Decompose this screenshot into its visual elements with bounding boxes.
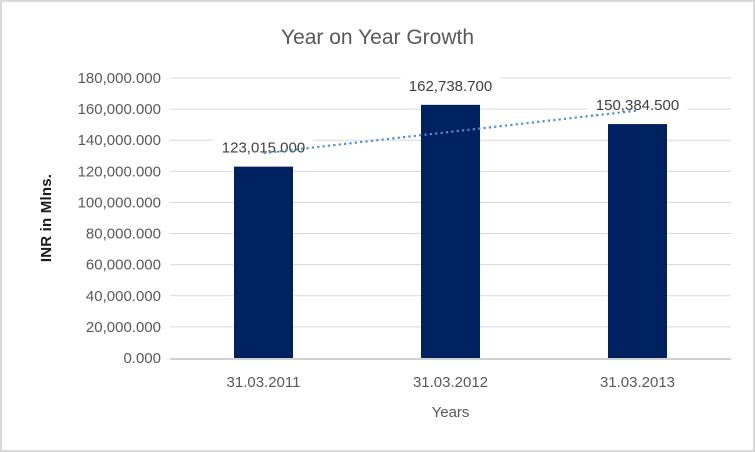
y-tick-label: 140,000.000 — [78, 132, 161, 149]
data-label-bg — [587, 96, 688, 115]
bar — [421, 104, 480, 358]
y-tick-label: 0.000 — [123, 350, 161, 367]
data-label: 162,738.700 — [409, 78, 492, 95]
y-tick-label: 180,000.000 — [78, 70, 161, 87]
category-label: 31.03.2011 — [227, 374, 301, 391]
bar — [608, 124, 667, 358]
y-tick-label: 100,000.000 — [78, 194, 161, 211]
y-tick-label: 40,000.000 — [86, 288, 161, 305]
y-tick-label: 60,000.000 — [86, 257, 161, 274]
x-axis-title: Years — [431, 404, 470, 421]
bar — [234, 166, 293, 358]
category-label: 31.03.2013 — [600, 374, 675, 391]
category-label: 31.03.2012 — [413, 374, 488, 391]
y-tick-label: 120,000.000 — [78, 163, 161, 180]
chart-title: Year on Year Growth — [280, 26, 475, 49]
data-label-bg — [400, 76, 501, 95]
data-label: 123,015.000 — [222, 140, 305, 157]
y-axis-title: INR in Mlns. — [38, 173, 55, 263]
data-label: 150,384.500 — [596, 97, 679, 114]
data-label-bg — [213, 138, 314, 157]
trendline — [263, 109, 638, 155]
y-tick-label: 20,000.000 — [86, 319, 161, 336]
y-tick-label: 80,000.000 — [86, 226, 161, 243]
y-tick-label: 160,000.000 — [78, 101, 161, 118]
